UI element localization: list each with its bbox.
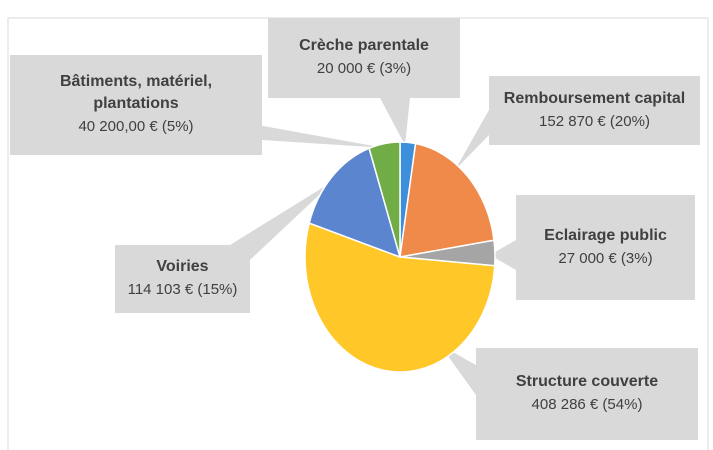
pointer — [230, 180, 335, 260]
category-label: Structure couverte — [515, 373, 659, 390]
value-label: 40 200,00 € (5%) — [78, 118, 194, 135]
pointer — [490, 240, 516, 270]
pie-slice — [308, 147, 402, 259]
category-label: Voiries — [156, 258, 209, 275]
pie-slice — [368, 141, 401, 258]
value-label: 408 286 € (54%) — [531, 396, 643, 413]
data-callout: Eclairage public 27 000 € (3%) — [516, 195, 695, 300]
data-callout: Remboursement capital 152 870 € (20%) — [489, 76, 700, 145]
pointer — [440, 345, 476, 395]
pie-slice — [304, 222, 496, 373]
value-label: 27 000 € (3%) — [558, 249, 653, 267]
value-label: 20 000 € (3%) — [316, 60, 412, 77]
data-callout: Structure couverte 408 286 € (54%) — [476, 348, 698, 440]
data-callout: Bâtiments, matériel, plantations 40 200,0… — [10, 55, 262, 155]
pointer — [380, 98, 410, 145]
pie-slice — [399, 142, 495, 258]
pointer — [455, 110, 489, 170]
pie — [304, 141, 496, 373]
category-label: Eclairage public — [544, 226, 667, 244]
category-label: Remboursement capital — [503, 89, 686, 107]
callout-pointers — [230, 98, 516, 395]
value-label: 114 103 € (15%) — [127, 281, 238, 298]
value-label: 152 870 € (20%) — [539, 112, 650, 130]
data-callout: Crèche parentale 20 000 € (3%) — [268, 18, 460, 98]
pointer — [230, 120, 385, 148]
data-callout: Voiries 114 103 € (15%) — [115, 245, 250, 313]
category-label: Bâtiments, matériel, plantations — [59, 73, 213, 112]
category-label: Crèche parentale — [299, 37, 429, 54]
